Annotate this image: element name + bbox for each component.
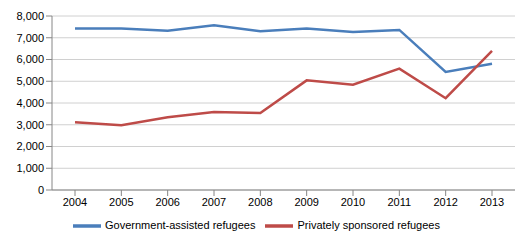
svg-text:0: 0 [38, 184, 44, 196]
svg-text:7,000: 7,000 [16, 32, 44, 44]
html-text:Privately sponsored refugees: Privately sponsored refugees [297, 218, 440, 231]
svg-text:2008: 2008 [248, 196, 272, 208]
svg-text:5,000: 5,000 [16, 75, 44, 87]
svg-text:2004: 2004 [63, 196, 87, 208]
svg-text:2007: 2007 [202, 196, 226, 208]
svg-text:1,000: 1,000 [16, 162, 44, 174]
svg-text:2013: 2013 [480, 196, 504, 208]
svg-text:2009: 2009 [294, 196, 318, 208]
svg-text:2012: 2012 [433, 196, 457, 208]
svg-text:2006: 2006 [155, 196, 179, 208]
svg-text:2005: 2005 [109, 196, 133, 208]
svg-text:2010: 2010 [341, 196, 365, 208]
svg-text:8,000: 8,000 [16, 10, 44, 22]
svg-text:4,000: 4,000 [16, 97, 44, 109]
svg-text:6,000: 6,000 [16, 53, 44, 65]
svg-text:3,000: 3,000 [16, 119, 44, 131]
html-text:Government-assisted refugees: Government-assisted refugees [105, 218, 256, 231]
svg-text:2,000: 2,000 [16, 140, 44, 152]
svg-text:2011: 2011 [388, 196, 412, 208]
